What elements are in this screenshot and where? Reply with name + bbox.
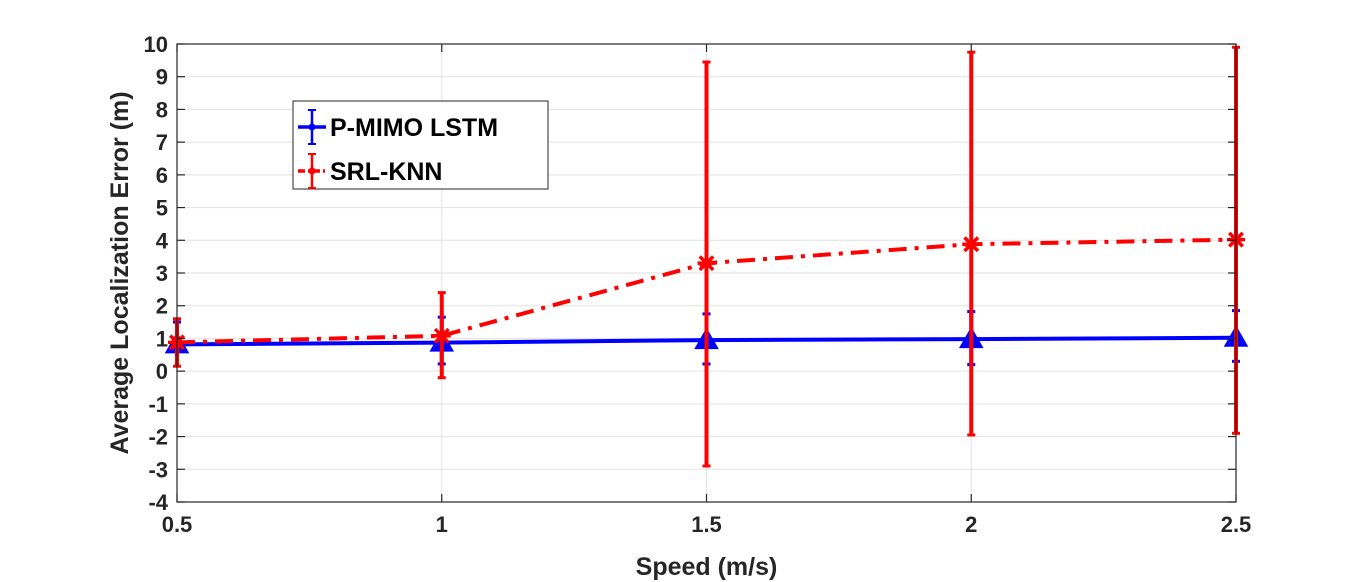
y-tick-label: 9 — [156, 65, 168, 90]
y-tick-label: -2 — [148, 425, 168, 450]
y-tick-label: 1 — [156, 326, 168, 351]
y-tick-label: 4 — [156, 228, 169, 253]
legend-sample-srl-knn — [298, 153, 326, 189]
y-axis-label: Average Localization Error (m) — [106, 91, 134, 454]
x-tick-label: 2 — [965, 512, 977, 537]
y-tick-label: 7 — [156, 130, 168, 155]
x-tick-label: 2.5 — [1221, 512, 1252, 537]
y-tick-label: 6 — [156, 163, 168, 188]
y-tick-label: 3 — [156, 261, 168, 286]
x-tick-label: 1 — [436, 512, 448, 537]
x-tick-label: 0.5 — [162, 512, 193, 537]
x-axis-ticks: 0.5 1 1.5 2 2.5 — [162, 44, 1252, 537]
legend-box — [292, 100, 549, 190]
y-tick-label: 0 — [156, 359, 168, 384]
data-point — [432, 326, 451, 345]
legend-entry-p-mimo-lstm: P-MIMO LSTM — [330, 114, 498, 142]
data-point — [697, 254, 716, 273]
y-tick-label: -4 — [148, 490, 168, 515]
data-point — [962, 235, 981, 254]
legend-entry-srl-knn: SRL-KNN — [330, 158, 443, 186]
y-tick-label: -3 — [148, 457, 168, 482]
y-tick-label: 2 — [156, 294, 168, 319]
legend: P-MIMO LSTM SRL-KNN — [292, 100, 549, 190]
x-axis-label: Speed (m/s) — [636, 553, 778, 581]
y-tick-label: -1 — [148, 392, 168, 417]
y-tick-label: 5 — [156, 196, 168, 221]
y-axis-ticks: -4 -3 -2 -1 0 1 2 3 4 5 6 7 8 9 10 — [144, 32, 1236, 515]
y-tick-label: 8 — [156, 97, 168, 122]
x-tick-label: 1.5 — [691, 512, 722, 537]
legend-sample-p-mimo-lstm — [298, 109, 326, 145]
y-tick-label: 10 — [144, 32, 168, 57]
